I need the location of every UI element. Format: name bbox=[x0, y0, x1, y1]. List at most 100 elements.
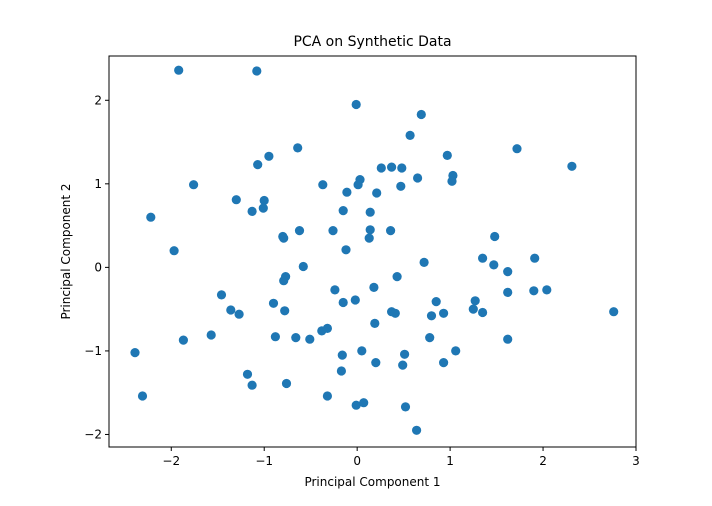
data-point bbox=[489, 260, 499, 270]
data-point bbox=[405, 130, 415, 140]
data-point bbox=[431, 297, 441, 307]
x-axis-label: Principal Component 1 bbox=[304, 475, 440, 489]
data-points bbox=[130, 65, 619, 435]
data-point bbox=[376, 163, 386, 173]
data-point bbox=[468, 304, 478, 314]
data-point bbox=[365, 207, 375, 217]
data-point bbox=[400, 402, 411, 412]
data-point bbox=[351, 99, 361, 110]
data-point bbox=[419, 257, 429, 267]
data-point bbox=[189, 180, 199, 190]
data-point bbox=[416, 109, 426, 120]
data-point bbox=[372, 188, 382, 198]
data-point bbox=[357, 346, 367, 356]
data-point bbox=[226, 305, 236, 315]
data-point bbox=[426, 311, 437, 321]
data-point bbox=[371, 358, 381, 368]
data-point bbox=[503, 334, 513, 344]
y-tick-label: 2 bbox=[94, 93, 102, 107]
data-point bbox=[330, 285, 340, 295]
data-point bbox=[174, 65, 184, 75]
data-point bbox=[322, 323, 332, 333]
data-point bbox=[234, 309, 244, 319]
data-point bbox=[351, 400, 361, 410]
data-point bbox=[353, 180, 363, 190]
plot-frame bbox=[108, 55, 637, 448]
chart-title: PCA on Synthetic Data bbox=[293, 34, 451, 50]
data-point bbox=[270, 332, 280, 342]
data-point bbox=[400, 349, 410, 359]
data-point bbox=[342, 187, 352, 197]
data-point bbox=[280, 306, 290, 316]
data-point bbox=[530, 253, 540, 263]
data-point bbox=[442, 150, 452, 160]
x-tick-label: 2 bbox=[539, 454, 547, 468]
data-point bbox=[206, 330, 216, 340]
data-point bbox=[305, 334, 315, 344]
x-axis-ticks: −2 −1 0 1 2 3 bbox=[162, 447, 640, 468]
data-point bbox=[264, 151, 274, 161]
data-point bbox=[336, 366, 346, 376]
data-point bbox=[268, 298, 279, 308]
data-point bbox=[451, 346, 461, 356]
data-point bbox=[252, 66, 262, 76]
data-point bbox=[328, 226, 338, 236]
data-point bbox=[146, 212, 156, 222]
data-point bbox=[258, 203, 268, 213]
data-point bbox=[231, 195, 241, 205]
data-point bbox=[337, 350, 347, 360]
x-tick-label: 1 bbox=[446, 454, 454, 468]
data-point bbox=[387, 162, 397, 172]
data-point bbox=[322, 391, 332, 401]
data-point bbox=[398, 360, 408, 370]
data-point bbox=[542, 285, 552, 295]
x-tick-label: −1 bbox=[255, 454, 273, 468]
data-point bbox=[370, 318, 380, 328]
data-point bbox=[298, 261, 308, 272]
data-point bbox=[567, 161, 577, 171]
data-point bbox=[130, 348, 140, 358]
data-point bbox=[512, 144, 522, 154]
y-axis-label: Principal Component 2 bbox=[59, 183, 73, 319]
data-point bbox=[529, 286, 539, 296]
data-point bbox=[503, 267, 513, 277]
data-point bbox=[369, 282, 379, 292]
data-point bbox=[478, 253, 488, 263]
data-point bbox=[503, 287, 513, 297]
plot-area bbox=[109, 56, 636, 447]
data-point bbox=[279, 233, 289, 243]
data-point bbox=[364, 233, 374, 243]
data-point bbox=[439, 358, 449, 368]
data-point bbox=[425, 333, 435, 343]
data-point bbox=[396, 181, 406, 191]
data-point bbox=[470, 296, 480, 306]
data-point bbox=[338, 206, 348, 216]
x-tick-label: 3 bbox=[632, 454, 640, 468]
y-tick-label: 1 bbox=[94, 177, 102, 191]
data-point bbox=[169, 246, 179, 256]
data-point bbox=[397, 163, 407, 173]
data-point bbox=[392, 272, 402, 282]
data-point bbox=[490, 231, 500, 242]
y-tick-label: 0 bbox=[94, 260, 102, 274]
data-point bbox=[242, 369, 253, 379]
data-point bbox=[478, 307, 488, 318]
data-point bbox=[137, 391, 148, 401]
data-point bbox=[259, 195, 269, 206]
data-point bbox=[359, 398, 369, 408]
x-tick-label: 0 bbox=[353, 454, 361, 468]
x-tick-label: −2 bbox=[162, 454, 180, 468]
data-point bbox=[291, 333, 301, 343]
data-point bbox=[338, 297, 348, 308]
data-point bbox=[350, 295, 360, 305]
data-point bbox=[390, 308, 400, 318]
data-point bbox=[439, 308, 449, 318]
data-point bbox=[365, 225, 375, 235]
data-point bbox=[341, 245, 351, 255]
data-point bbox=[412, 425, 422, 435]
data-point bbox=[294, 226, 305, 236]
data-point bbox=[609, 307, 619, 317]
y-axis-ticks: −2 −1 0 1 2 bbox=[84, 93, 109, 441]
y-tick-label: −1 bbox=[84, 344, 102, 358]
